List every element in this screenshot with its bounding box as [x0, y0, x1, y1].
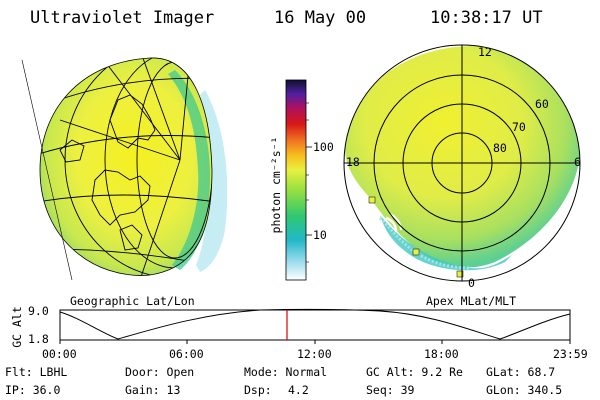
time-label: 10:38:17 UT — [430, 8, 543, 28]
geographic-image — [21, 57, 228, 281]
color-bar — [285, 79, 312, 281]
colorbar-unit-label: photon cm⁻²s⁻¹ — [269, 136, 283, 234]
geographic-label: Geographic Lat/Lon — [70, 294, 195, 308]
gc-alt-info: GC Alt: 9.2 Re — [366, 365, 463, 379]
altitude-plot — [59, 308, 571, 344]
altitude-ymin: 1.8 — [28, 332, 49, 346]
xtick-0600: 06:00 — [169, 347, 204, 361]
date-label: 16 May 00 — [274, 8, 367, 28]
lat-label-80: 80 — [493, 141, 507, 155]
apex-label: Apex MLat/MLT — [426, 294, 517, 308]
xtick-2359: 23:59 — [553, 347, 588, 361]
altitude-axis-label: GC Alt — [10, 306, 24, 348]
dsp-value: 4.2 — [288, 383, 309, 397]
xtick-0000: 00:00 — [42, 347, 77, 361]
colorbar-tick-100: 100 — [313, 140, 334, 154]
gain-info: Gain: 13 — [125, 383, 181, 397]
mode-info: Mode: Normal — [244, 365, 328, 379]
dsp-label: Dsp: — [244, 383, 272, 397]
xtick-1800: 18:00 — [424, 347, 459, 361]
glat-info: GLat: 68.7 — [486, 365, 556, 379]
colorbar-tick-10: 10 — [313, 228, 327, 242]
mlt-label-0: 0 — [468, 276, 475, 290]
mlt-label-12: 12 — [478, 45, 492, 59]
altitude-ymax: 9.0 — [28, 304, 49, 318]
ip-info: IP: 36.0 — [5, 383, 61, 397]
door-info: Door: Open — [125, 365, 195, 379]
lat-label-60: 60 — [535, 97, 549, 111]
polar-grid — [343, 44, 581, 282]
filter-info: Flt: LBHL — [5, 365, 68, 379]
polar-image — [343, 44, 581, 282]
xtick-1200: 12:00 — [297, 347, 332, 361]
seq-info: Seq: 39 — [366, 383, 415, 397]
lat-label-70: 70 — [512, 120, 526, 134]
glon-info: GLon: 340.5 — [486, 383, 563, 397]
instrument-title: Ultraviolet Imager — [30, 8, 215, 28]
mlt-label-18: 18 — [346, 155, 360, 169]
mlt-label-6: 6 — [574, 155, 581, 169]
